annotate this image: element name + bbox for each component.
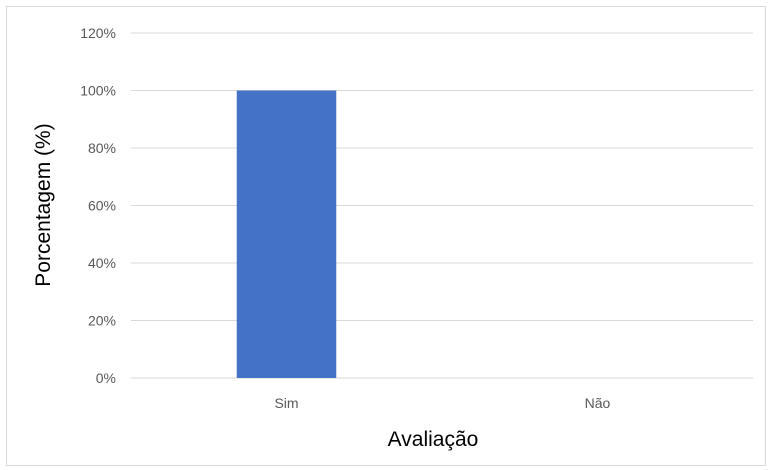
gridlines [131, 32, 753, 379]
bar [236, 90, 337, 378]
y-tick-label: 0% [96, 370, 116, 386]
y-axis-title: Porcentagem (%) [32, 123, 55, 286]
y-tick-label: 120% [80, 25, 116, 41]
chart-frame [6, 6, 766, 466]
y-tick-label: 20% [88, 313, 116, 329]
x-tick-label: Sim [274, 395, 298, 411]
bars [236, 90, 337, 378]
x-tick-labels: Sim Não [274, 395, 610, 411]
y-tick-labels: 0% 20% 40% 60% 80% 100% 120% [80, 25, 116, 386]
y-tick-label: 100% [80, 83, 116, 99]
x-tick-label: Não [585, 395, 611, 411]
y-tick-label: 40% [88, 255, 116, 271]
y-tick-label: 60% [88, 198, 116, 214]
y-tick-label: 80% [88, 140, 116, 156]
x-axis-title: Avaliação [388, 428, 479, 451]
